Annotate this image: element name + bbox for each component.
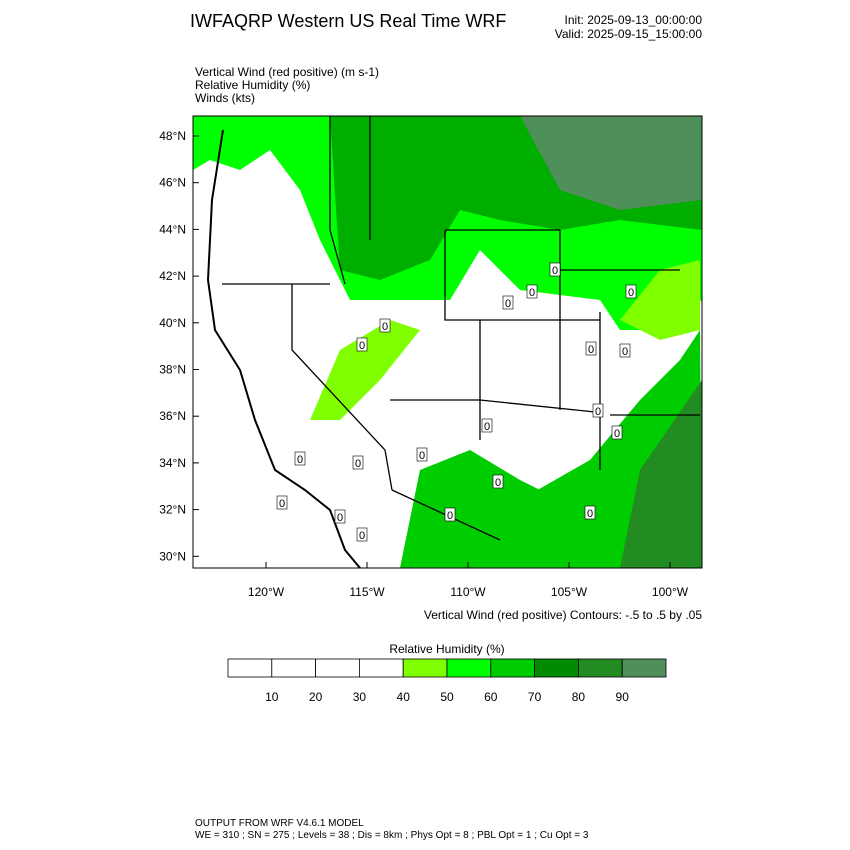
lon-label: 120°W [248,585,285,599]
colorbar-box [621,658,667,678]
lat-label: 44°N [159,222,186,236]
humidity-area [400,450,560,568]
title: IWFAQRP Western US Real Time WRF [190,11,506,31]
colorbar-label: 70 [528,690,542,704]
colorbar-label: 90 [616,690,630,704]
contour-label-box [276,495,288,510]
colorbar-title: Relative Humidity (%) [389,642,504,656]
contour-label: 0 [552,265,558,277]
init-time: Init: 2025-09-13_00:00:00 [565,13,703,27]
lon-label: 105°W [551,585,588,599]
lat-label: 46°N [159,176,186,190]
lat-label: 40°N [159,316,186,330]
colorbar-box [271,658,316,678]
colorbar-box [534,658,579,678]
colorbar-label: 10 [265,690,279,704]
humidity-area [620,380,702,568]
contour-note: Vertical Wind (red positive) Contours: -… [424,608,702,622]
contour-label-box [611,425,623,440]
colorbar-label: 80 [572,690,586,704]
contour-label-box [334,509,346,524]
lat-label: 34°N [159,456,186,470]
contour-label-box [444,507,456,522]
contour-label: 0 [419,450,425,462]
contour-label-box [549,262,561,277]
contour-label: 0 [495,477,501,489]
colorbar-box [402,658,448,678]
contour-label: 0 [505,298,511,310]
humidity-area [520,116,702,210]
field-label: Relative Humidity (%) [195,78,310,92]
lat-label: 42°N [159,269,186,283]
contour-label-box [502,295,514,310]
lon-label: 115°W [349,585,385,599]
contour-label: 0 [279,498,285,510]
contour-label: 0 [297,454,303,466]
colorbar-box [578,658,623,678]
contour-label-box [356,337,368,352]
contour-label: 0 [588,344,594,356]
colorbar: 10 20 30 40 50 60 70 80 90 [227,658,667,704]
contour-label: 0 [359,530,365,542]
colorbar-label: 30 [353,690,367,704]
contour-label: 0 [628,287,634,299]
lat-label: 32°N [159,503,186,517]
field-label: Vertical Wind (red positive) (m s-1) [195,65,379,79]
colorbar-box [446,658,492,678]
colorbar-label: 50 [440,690,454,704]
contour-label-box [356,527,368,542]
contour-label: 0 [484,421,490,433]
contour-label-box [625,284,637,299]
lat-label: 38°N [159,363,186,377]
footer: OUTPUT FROM WRF V4.6.1 MODEL [195,818,364,829]
contour-label-box [352,455,364,470]
contour-label-box [379,318,391,333]
colorbar-box [227,658,273,678]
colorbar-box [358,658,404,678]
contour-label-box [416,447,428,462]
contour-label: 0 [529,287,535,299]
contour-label-box [592,403,604,418]
contour-label-box [585,341,597,356]
state-border [222,116,700,541]
lat-label: 30°N [159,549,186,563]
colorbar-label: 40 [397,690,411,704]
contour-label: 0 [355,458,361,470]
colorbar-label: 20 [309,690,323,704]
contour-label-box [492,474,504,489]
contour-label: 0 [622,346,628,358]
coastline [206,129,361,568]
contour-label-box [619,343,631,358]
contour-label-box [481,418,493,433]
contour-label: 0 [587,508,593,520]
contour-label: 0 [337,512,343,524]
contour-label-box [526,284,538,299]
lat-label: 36°N [159,409,186,423]
contour-label: 0 [447,510,453,522]
contour-label: 0 [595,406,601,418]
humidity-area [620,260,700,340]
colorbar-box [315,658,360,678]
lon-label: 110°W [450,585,486,599]
contour-label-box [294,451,306,466]
contour-label-box [584,505,596,520]
lat-label: 48°N [159,129,186,143]
footer: WE = 310 ; SN = 275 ; Levels = 38 ; Dis … [195,830,589,841]
lon-label: 100°W [652,585,689,599]
map: 48°N 46°N 44°N 42°N 40°N 38°N 36°N 34°N 32°N 30°N… [159,115,703,599]
field-label: Winds (kts) [195,91,255,105]
contour-label: 0 [359,340,365,352]
humidity-area [310,320,420,420]
map-frame [192,115,703,569]
colorbar-box [490,658,535,678]
contour-label: 0 [614,428,620,440]
contour-label: 0 [382,321,388,333]
colorbar-label: 60 [484,690,498,704]
valid-time: Valid: 2025-09-15_15:00:00 [555,27,703,41]
